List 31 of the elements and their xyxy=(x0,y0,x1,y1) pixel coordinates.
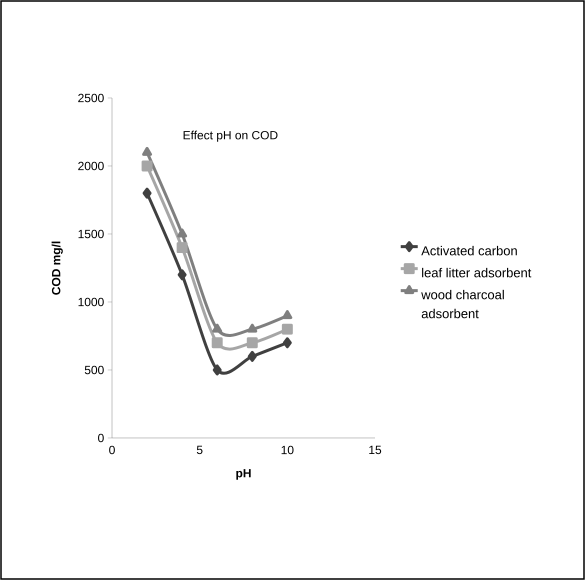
point xyxy=(246,337,258,348)
point xyxy=(212,364,222,376)
x-tick-label: 5 xyxy=(196,446,202,454)
point xyxy=(142,188,152,199)
y-axis-title: COD mg/l xyxy=(52,242,63,295)
legend-label: leaf litter adsorbent xyxy=(422,268,532,278)
legend-label: wood charcoal adsorbent xyxy=(421,290,504,318)
y-tick-label: 1500 xyxy=(78,230,104,238)
y-tick-label: 0 xyxy=(98,434,104,442)
point xyxy=(212,337,223,348)
x-tick-label: 10 xyxy=(282,446,294,454)
point xyxy=(142,160,153,172)
y-tick-label: 2500 xyxy=(78,94,104,102)
point xyxy=(282,324,293,335)
x-tick-label: 15 xyxy=(369,446,382,454)
x-tick-label: 0 xyxy=(109,446,115,454)
legend-label: Activated carbon xyxy=(421,246,517,256)
point xyxy=(282,337,292,348)
point xyxy=(176,242,188,254)
y-tick-label: 500 xyxy=(84,366,104,374)
point xyxy=(178,269,187,280)
y-tick-label: 1000 xyxy=(78,298,104,306)
point xyxy=(247,324,258,333)
y-tick-label: 2000 xyxy=(78,162,104,170)
text: Effect pH on COD xyxy=(184,130,278,142)
point xyxy=(142,146,152,156)
x-axis-title: pH xyxy=(236,469,251,480)
point xyxy=(248,350,257,362)
point xyxy=(282,310,292,320)
point xyxy=(177,228,188,238)
point xyxy=(212,324,222,333)
